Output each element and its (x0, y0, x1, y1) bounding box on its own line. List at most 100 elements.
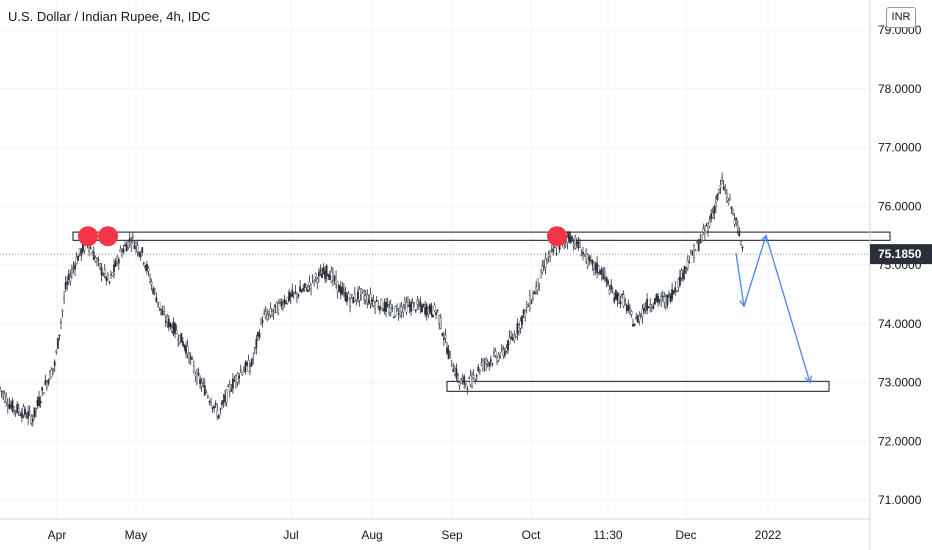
candle-body (80, 249, 83, 256)
candle-body (250, 359, 253, 366)
candle-body (452, 369, 455, 372)
candle-body (575, 240, 578, 245)
candle-body (702, 228, 705, 233)
candle-body (22, 406, 25, 416)
candle-body (530, 302, 533, 304)
candle-body (339, 286, 342, 295)
candle-body (169, 322, 172, 327)
candle-body (255, 338, 258, 348)
candle-body (385, 301, 387, 312)
candle-body (397, 313, 400, 315)
candle-body (321, 273, 323, 278)
candle-body (256, 332, 259, 336)
candle-body (311, 276, 314, 278)
candle-body (360, 287, 362, 296)
candle-body (628, 307, 631, 309)
candle-body (364, 295, 367, 301)
candle-body (614, 290, 617, 300)
candle-body (510, 336, 513, 339)
x-tick-label: May (125, 528, 148, 542)
candle-body (197, 372, 200, 376)
x-axis[interactable]: Apr May Jul Aug Sep Oct 11:30 Dec 2022 (0, 518, 870, 542)
candle-body (35, 408, 37, 411)
candle-body (511, 337, 514, 340)
candle-body (482, 359, 484, 369)
candle-body (638, 315, 641, 322)
candle-body (113, 264, 116, 272)
candle-body (127, 241, 130, 249)
candle-body (727, 200, 730, 204)
candle-body (5, 396, 8, 404)
candle-body (464, 383, 467, 385)
candle-body (319, 269, 322, 272)
candle-body (394, 306, 397, 317)
candle-body (611, 292, 614, 294)
candle-body (228, 384, 231, 392)
y-axis[interactable]: 71.000072.000073.000074.000075.000076.00… (869, 0, 932, 550)
candle-body (588, 256, 591, 261)
candle-body (389, 304, 392, 313)
candle-body (30, 416, 33, 424)
candle-body (704, 230, 706, 234)
candle-body (375, 299, 378, 302)
candle-body (264, 311, 267, 317)
candle-body (336, 281, 339, 293)
candle-body (535, 286, 538, 293)
candle-body (350, 293, 353, 296)
candle-body (547, 254, 550, 257)
candle-body (386, 304, 389, 307)
candle-body (453, 368, 456, 375)
candle-body (2, 392, 5, 395)
candle-body (133, 245, 136, 250)
candle-body (327, 274, 330, 277)
candle-body (342, 289, 345, 291)
candle-body (163, 311, 166, 315)
candle-body (252, 357, 255, 360)
x-tick-label: Oct (522, 528, 541, 542)
currency-badge[interactable]: INR (886, 7, 916, 28)
candle-body (131, 235, 134, 238)
candle-body (75, 256, 78, 264)
candle-body (249, 366, 251, 371)
candle-body (672, 290, 675, 294)
candle-body (544, 258, 547, 268)
candle-body (474, 380, 477, 382)
candle-body (410, 302, 412, 312)
candle-body (288, 291, 291, 301)
candle-body (683, 266, 686, 274)
candle-body (291, 289, 294, 297)
candle-body (444, 334, 447, 339)
candle-body (260, 319, 262, 324)
candle-body (580, 254, 583, 257)
candle-body (489, 359, 492, 362)
candle-body (694, 250, 697, 252)
candle-body (0, 390, 3, 392)
candle-body (38, 396, 40, 407)
candle-body (164, 320, 167, 323)
candle-body (297, 294, 300, 297)
candle-body (236, 373, 239, 383)
candle-body (639, 314, 642, 317)
candle-body (468, 377, 470, 379)
candle-body (274, 304, 276, 308)
candle-body (528, 295, 531, 309)
candle-body (357, 291, 359, 300)
candle-body (500, 347, 503, 349)
candle-body (202, 382, 205, 384)
candle-body (686, 260, 689, 269)
candle-body (196, 370, 198, 384)
candle-body (596, 262, 598, 273)
candle-body (714, 202, 717, 207)
candle-body (142, 262, 145, 264)
candle-body (730, 206, 733, 209)
candle-body (33, 407, 36, 417)
candle-body (238, 375, 241, 379)
candle-body (158, 302, 161, 308)
candle-body (55, 350, 58, 353)
candle-body (664, 296, 667, 307)
candle-body (363, 295, 366, 300)
candle-body (263, 313, 266, 315)
candle-body (597, 265, 600, 273)
candle-body (380, 298, 383, 309)
